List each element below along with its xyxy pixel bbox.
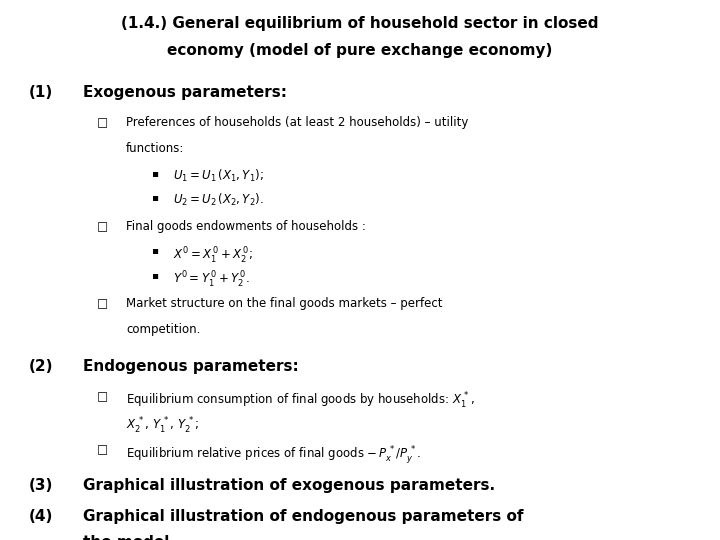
Text: (2): (2) — [29, 359, 53, 374]
Text: $U_2 = U_2\,(X_2, Y_2)$.: $U_2 = U_2\,(X_2, Y_2)$. — [173, 192, 264, 208]
Text: (1): (1) — [29, 85, 53, 100]
Text: Final goods endowments of households :: Final goods endowments of households : — [126, 220, 366, 233]
Text: (4): (4) — [29, 509, 53, 524]
Text: ▪: ▪ — [151, 246, 158, 255]
Text: economy (model of pure exchange economy): economy (model of pure exchange economy) — [167, 43, 553, 58]
Text: Graphical illustration of endogenous parameters of: Graphical illustration of endogenous par… — [83, 509, 523, 524]
Text: Market structure on the final goods markets – perfect: Market structure on the final goods mark… — [126, 298, 443, 310]
Text: ▪: ▪ — [151, 192, 158, 202]
Text: functions:: functions: — [126, 142, 184, 155]
Text: competition.: competition. — [126, 323, 200, 336]
Text: Equilibrium consumption of final goods by households: $X_1^{\,*}$,: Equilibrium consumption of final goods b… — [126, 390, 474, 410]
Text: □: □ — [97, 220, 108, 233]
Text: ▪: ▪ — [151, 270, 158, 280]
Text: Exogenous parameters:: Exogenous parameters: — [83, 85, 287, 100]
Text: (1.4.) General equilibrium of household sector in closed: (1.4.) General equilibrium of household … — [121, 16, 599, 31]
Text: $X^0 = X_1^{\,0} + X_2^{\,0}$;: $X^0 = X_1^{\,0} + X_2^{\,0}$; — [173, 246, 253, 266]
Text: ▪: ▪ — [151, 168, 158, 178]
Text: □: □ — [97, 390, 108, 403]
Text: Endogenous parameters:: Endogenous parameters: — [83, 359, 299, 374]
Text: Graphical illustration of exogenous parameters.: Graphical illustration of exogenous para… — [83, 478, 495, 493]
Text: □: □ — [97, 298, 108, 310]
Text: (3): (3) — [29, 478, 53, 493]
Text: $Y^0 = Y_1^{\,0} + Y_2^{\,0}$.: $Y^0 = Y_1^{\,0} + Y_2^{\,0}$. — [173, 270, 250, 290]
Text: the model.: the model. — [83, 535, 175, 540]
Text: $U_1 = U_1\,(X_1, Y_1)$;: $U_1 = U_1\,(X_1, Y_1)$; — [173, 168, 264, 184]
Text: $X_2^{\,*},\,Y_1^{\,*},\,Y_2^{\,*}$;: $X_2^{\,*},\,Y_1^{\,*},\,Y_2^{\,*}$; — [126, 416, 199, 436]
Text: □: □ — [97, 444, 108, 457]
Text: Equilibrium relative prices of final goods $-\,P_x^{\,*}/P_y^{\,*}$.: Equilibrium relative prices of final goo… — [126, 444, 421, 465]
Text: Preferences of households (at least 2 households) – utility: Preferences of households (at least 2 ho… — [126, 117, 469, 130]
Text: □: □ — [97, 117, 108, 130]
